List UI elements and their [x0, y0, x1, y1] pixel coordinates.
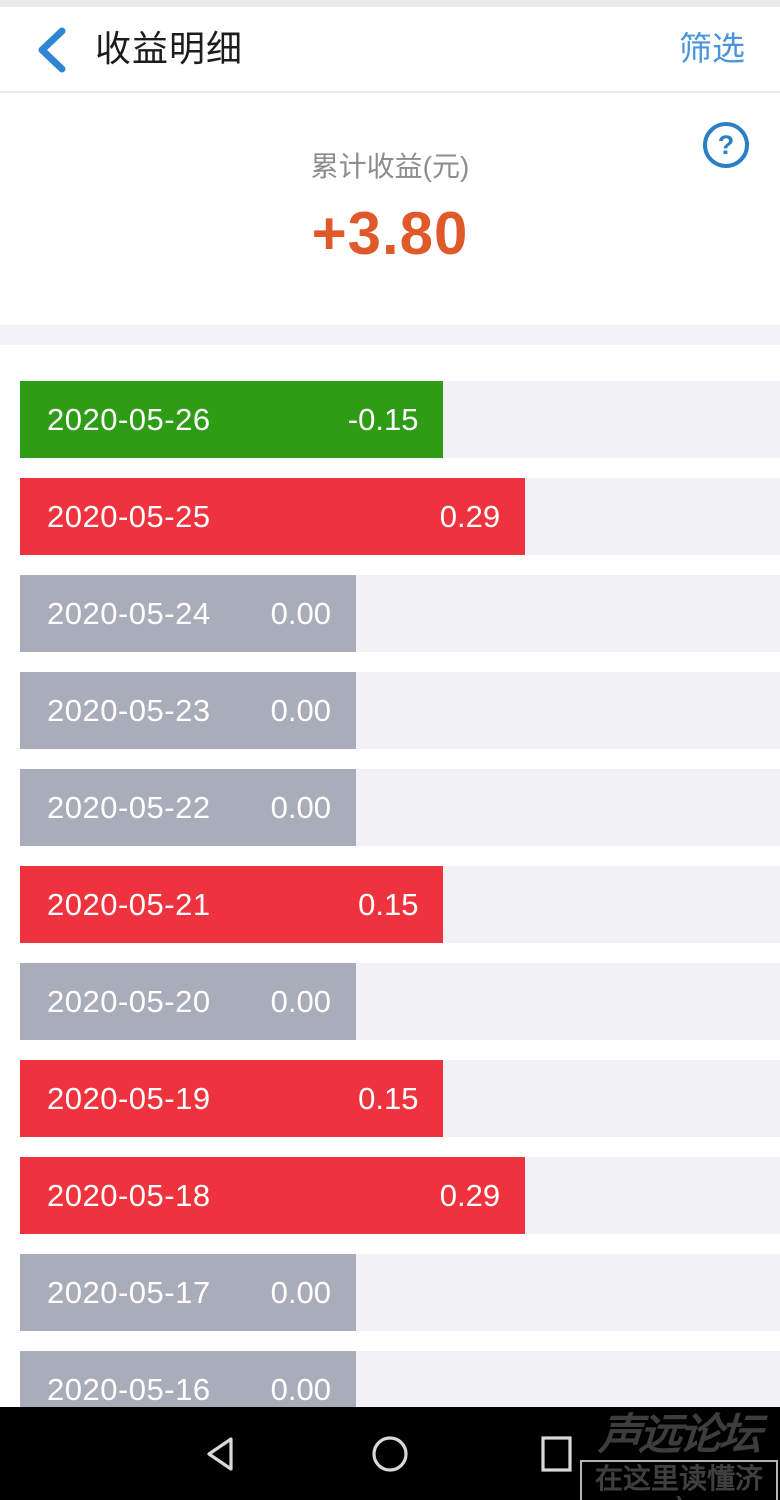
earnings-date: 2020-05-16	[47, 1371, 211, 1407]
earnings-value: -0.15	[347, 401, 419, 437]
earnings-date: 2020-05-24	[47, 595, 211, 631]
back-button[interactable]	[30, 25, 74, 75]
android-nav-bar: 声远论坛 在这里读懂济宁	[0, 1407, 780, 1500]
earnings-bar: 2020-05-22 0.00	[20, 769, 356, 846]
earnings-row: 2020-05-22 0.00	[20, 769, 780, 846]
summary-total-value: +3.80	[311, 200, 469, 267]
nav-recents-button[interactable]	[538, 1435, 576, 1473]
triangle-back-icon	[202, 1437, 240, 1477]
earnings-bar: 2020-05-23 0.00	[20, 672, 356, 749]
earnings-row: 2020-05-26 -0.15	[20, 381, 780, 458]
earnings-date: 2020-05-22	[47, 789, 211, 825]
nav-back-button[interactable]	[202, 1435, 240, 1473]
forum-watermark: 声远论坛 在这里读懂济宁	[580, 1411, 778, 1500]
earnings-value: 0.00	[270, 789, 331, 825]
summary-card: 累计收益(元) +3.80 ?	[0, 93, 780, 325]
earnings-row: 2020-05-25 0.29	[20, 478, 780, 555]
earnings-row: 2020-05-20 0.00	[20, 963, 780, 1040]
earnings-value: 0.29	[439, 498, 501, 534]
earnings-bar: 2020-05-25 0.29	[20, 478, 526, 555]
chevron-left-icon	[30, 27, 74, 79]
earnings-row: 2020-05-18 0.29	[20, 1157, 780, 1234]
earnings-row: 2020-05-19 0.15	[20, 1060, 780, 1137]
earnings-bar: 2020-05-17 0.00	[20, 1254, 356, 1331]
earnings-bar: 2020-05-19 0.15	[20, 1060, 444, 1137]
filter-button[interactable]: 筛选	[679, 30, 745, 67]
earnings-date: 2020-05-18	[47, 1177, 211, 1213]
earnings-date: 2020-05-23	[47, 692, 211, 728]
nav-home-button[interactable]	[371, 1435, 409, 1473]
help-icon[interactable]: ?	[703, 122, 749, 168]
earnings-row: 2020-05-24 0.00	[20, 575, 780, 652]
earnings-bar: 2020-05-21 0.15	[20, 866, 444, 943]
app-bar: 收益明细 筛选	[0, 7, 780, 93]
earnings-value: 0.29	[439, 1177, 501, 1213]
earnings-value: 0.00	[270, 1274, 331, 1310]
square-recents-icon	[538, 1436, 576, 1477]
page-title: 收益明细	[95, 28, 244, 69]
earnings-value: 0.00	[270, 595, 331, 631]
earnings-date: 2020-05-17	[47, 1274, 211, 1310]
earnings-bar: 2020-05-18 0.29	[20, 1157, 526, 1234]
earnings-row: 2020-05-17 0.00	[20, 1254, 780, 1331]
earnings-value: 0.15	[358, 886, 419, 922]
section-divider	[0, 325, 780, 345]
earnings-value: 0.00	[270, 983, 331, 1019]
earnings-date: 2020-05-19	[47, 1080, 211, 1116]
earnings-bar: 2020-05-24 0.00	[20, 575, 356, 652]
earnings-value: 0.00	[270, 692, 331, 728]
summary-label: 累计收益(元)	[310, 151, 470, 182]
earnings-row: 2020-05-21 0.15	[20, 866, 780, 943]
earnings-date: 2020-05-20	[47, 983, 211, 1019]
watermark-slogan-text: 在这里读懂济宁	[580, 1460, 778, 1500]
status-strip	[0, 0, 780, 7]
earnings-row: 2020-05-23 0.00	[20, 672, 780, 749]
earnings-value: 0.00	[270, 1371, 331, 1407]
circle-home-icon	[371, 1436, 409, 1477]
earnings-date: 2020-05-26	[47, 401, 211, 437]
earnings-date: 2020-05-21	[47, 886, 211, 922]
earnings-value: 0.15	[358, 1080, 419, 1116]
earnings-date: 2020-05-25	[47, 498, 211, 534]
earnings-bar: 2020-05-20 0.00	[20, 963, 356, 1040]
earnings-bar-list: 2020-05-26 -0.15 2020-05-25 0.29 2020-05-24 0…	[0, 381, 780, 1448]
watermark-logo-text: 声远论坛	[597, 1411, 761, 1459]
earnings-bar: 2020-05-26 -0.15	[20, 381, 444, 458]
